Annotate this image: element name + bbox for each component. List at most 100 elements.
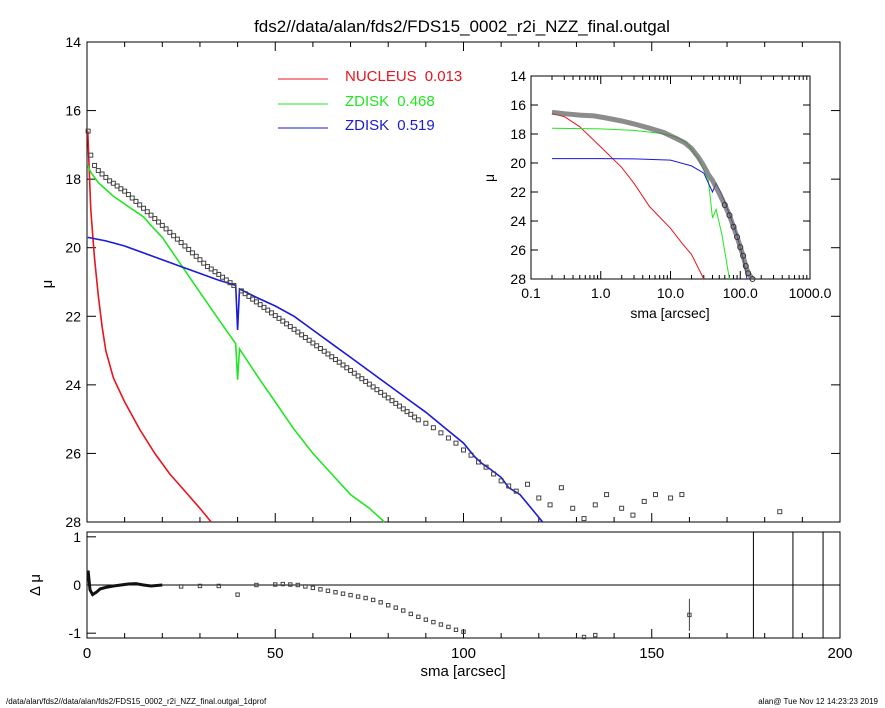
series-line-zdisk-2 (87, 236, 544, 523)
data-point (265, 307, 271, 313)
inset-background (520, 70, 820, 280)
inset-y-tick-label: 22 (510, 184, 526, 200)
residual-x-tick-label: 0 (83, 645, 91, 662)
data-point (547, 502, 553, 508)
inset-data-point (726, 212, 733, 219)
main-y-axis-label: μ (39, 280, 56, 289)
data-point (186, 246, 192, 252)
data-point (280, 318, 286, 324)
data-point (491, 471, 497, 477)
residual-point (386, 603, 391, 608)
data-point (641, 498, 647, 504)
residual-point (254, 582, 259, 588)
data-point (483, 464, 489, 470)
residual-point (423, 617, 429, 622)
residual-point (446, 624, 451, 630)
y-tick-label: 22 (65, 308, 81, 324)
inset-y-tick-label: 24 (510, 213, 526, 229)
y-tick-label: 28 (65, 514, 81, 530)
legend-label-zdisk-1: ZDISK 0.468 (345, 93, 435, 110)
data-point (393, 400, 399, 406)
data-point (167, 229, 173, 235)
data-point (619, 505, 625, 511)
data-point (287, 324, 293, 330)
data-point (129, 195, 135, 201)
data-point (314, 343, 320, 349)
data-point (348, 367, 354, 373)
residual-point (333, 590, 338, 595)
inset-x-tick-label: 10.0 (657, 285, 684, 301)
residual-point (295, 582, 301, 588)
data-point (385, 395, 391, 401)
data-point (400, 406, 406, 412)
data-point (216, 271, 222, 277)
data-point (381, 392, 387, 398)
data-point (536, 495, 542, 501)
inset-series-group (551, 109, 756, 282)
data-point (498, 478, 504, 484)
data-point (340, 362, 346, 368)
data-point (140, 205, 146, 211)
residual-point (288, 582, 293, 587)
data-point (201, 260, 207, 266)
data-point (291, 326, 297, 332)
data-point (581, 516, 587, 522)
data-point (396, 403, 402, 409)
data-point (197, 257, 203, 263)
residual-point (325, 588, 331, 593)
data-point (438, 430, 444, 436)
residual-point (416, 614, 421, 619)
data-point (570, 505, 576, 511)
data-point (223, 277, 229, 283)
residual-x-tick-label: 100 (451, 645, 476, 662)
data-point (329, 354, 335, 360)
data-point (88, 152, 94, 158)
data-point (423, 420, 429, 426)
inset-x-axis-ticks: 0.1 1.0 10.0 100.0 1000.0 (521, 76, 832, 301)
series-line-zdisk-1 (87, 165, 385, 523)
data-point (284, 321, 290, 327)
data-point (366, 381, 372, 387)
legend: NUCLEUS 0.013 ZDISK 0.468 ZDISK 0.519 (278, 68, 462, 134)
residual-x-tick-label: 200 (827, 645, 852, 662)
data-point (344, 365, 350, 371)
data-point (363, 378, 369, 384)
data-point (476, 459, 482, 465)
inset-data-band (551, 109, 755, 281)
data-point (592, 502, 598, 508)
data-point (103, 174, 109, 180)
data-point (453, 440, 459, 446)
residual-point (408, 611, 413, 617)
inset-data-point (740, 252, 747, 259)
residual-point (235, 592, 240, 597)
data-point (653, 492, 659, 498)
inset-y-tick-label: 28 (510, 271, 526, 287)
data-point (125, 192, 131, 198)
y-tick-label: 26 (65, 445, 81, 461)
series-line-nucleus-0 (87, 131, 212, 523)
inset-y-tick-label: 18 (510, 126, 526, 142)
data-point (604, 492, 610, 498)
residual-x-tick-label: 150 (639, 645, 664, 662)
data-point (220, 274, 226, 280)
inset-y-axis-label: μ (481, 174, 497, 182)
data-point (163, 226, 169, 232)
data-point (468, 452, 474, 458)
inset-data-point (749, 276, 756, 282)
data-point (212, 269, 218, 275)
data-point (668, 495, 674, 501)
data-point (156, 219, 162, 225)
inset-data-point (745, 270, 752, 277)
legend-label-nucleus: NUCLEUS 0.013 (345, 68, 462, 85)
residual-point (280, 581, 285, 587)
data-point (122, 188, 128, 194)
data-point (246, 293, 252, 299)
residual-point (363, 595, 368, 601)
data-point (137, 202, 143, 208)
inset-x-tick-label: 0.1 (521, 285, 541, 301)
inset-x-tick-label: 100.0 (723, 285, 758, 301)
inset-series-line-nucleus-0 (551, 113, 705, 280)
inset-data-point (734, 233, 741, 240)
residual-point (431, 619, 436, 625)
residual-y-tick-label: 1 (73, 529, 81, 545)
